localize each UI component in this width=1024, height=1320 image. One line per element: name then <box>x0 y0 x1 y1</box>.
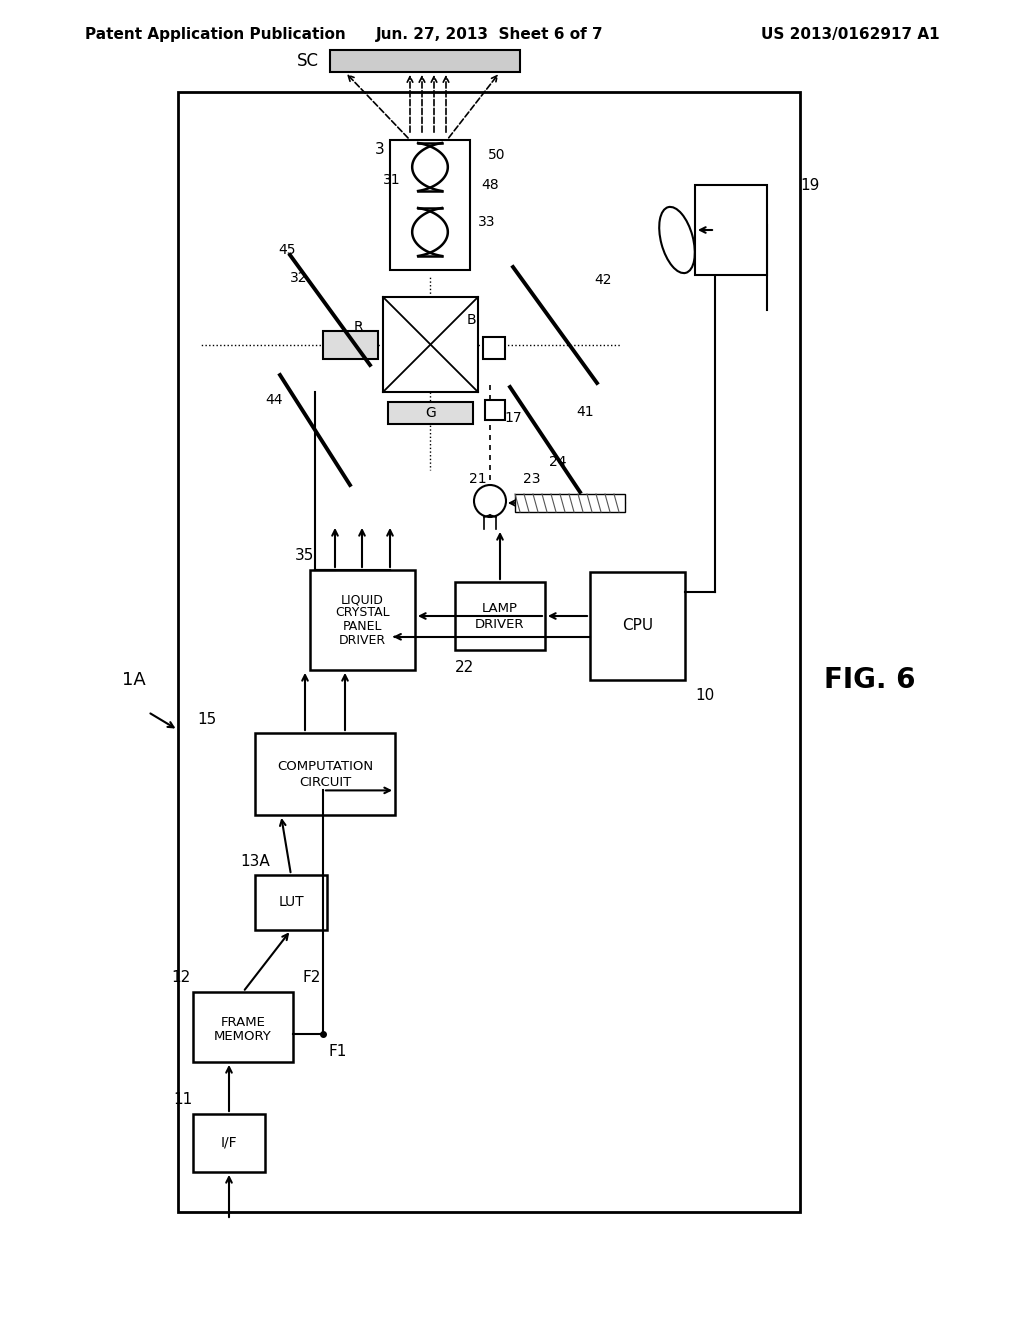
Text: 41: 41 <box>577 405 594 418</box>
Bar <box>390 140 470 271</box>
Text: F2: F2 <box>303 969 322 985</box>
Bar <box>310 570 415 671</box>
Bar <box>483 337 505 359</box>
Text: FIG. 6: FIG. 6 <box>824 667 915 694</box>
Bar <box>515 494 625 512</box>
Ellipse shape <box>659 207 695 273</box>
Text: 22: 22 <box>456 660 475 676</box>
Text: F1: F1 <box>329 1044 347 1060</box>
Bar <box>255 875 327 931</box>
Text: I/F: I/F <box>221 1137 238 1150</box>
Text: 45: 45 <box>278 243 296 257</box>
Text: MEMORY: MEMORY <box>214 1031 272 1044</box>
Bar <box>323 331 378 359</box>
Text: G: G <box>425 407 436 420</box>
Text: 3: 3 <box>375 143 385 157</box>
Bar <box>193 1114 265 1172</box>
Text: 19: 19 <box>801 177 819 193</box>
Text: R: R <box>353 319 362 334</box>
Bar <box>455 582 545 649</box>
Bar <box>193 993 293 1063</box>
Bar <box>485 400 505 420</box>
Text: DRIVER: DRIVER <box>339 634 386 647</box>
Text: LIQUID: LIQUID <box>341 594 384 606</box>
Text: 50: 50 <box>488 148 506 162</box>
Text: 35: 35 <box>295 549 314 564</box>
Text: Patent Application Publication: Patent Application Publication <box>85 28 346 42</box>
Text: Jun. 27, 2013  Sheet 6 of 7: Jun. 27, 2013 Sheet 6 of 7 <box>376 28 604 42</box>
Text: 44: 44 <box>265 393 283 407</box>
Text: 11: 11 <box>173 1093 193 1107</box>
Text: 32: 32 <box>290 271 307 285</box>
Text: 21: 21 <box>469 473 486 486</box>
Text: SC: SC <box>297 51 319 70</box>
Bar <box>255 733 395 814</box>
Text: 24: 24 <box>549 455 566 469</box>
Circle shape <box>474 484 506 517</box>
Text: 10: 10 <box>695 688 715 702</box>
Text: COMPUTATION: COMPUTATION <box>276 759 373 772</box>
Text: 33: 33 <box>478 215 496 228</box>
Text: 12: 12 <box>171 970 190 986</box>
Text: CPU: CPU <box>622 619 653 634</box>
Text: LAMP: LAMP <box>482 602 518 615</box>
Text: B: B <box>466 313 476 327</box>
Text: CRYSTAL: CRYSTAL <box>335 606 390 619</box>
Text: CIRCUIT: CIRCUIT <box>299 776 351 788</box>
Text: LUT: LUT <box>279 895 304 909</box>
Text: 15: 15 <box>197 711 216 726</box>
Text: 31: 31 <box>383 173 400 187</box>
Text: 17: 17 <box>504 411 522 425</box>
Bar <box>388 403 473 424</box>
Text: FRAME: FRAME <box>220 1015 265 1028</box>
Bar <box>383 297 478 392</box>
Text: 42: 42 <box>594 273 611 286</box>
Text: 1A: 1A <box>122 671 146 689</box>
Text: 48: 48 <box>481 178 499 191</box>
Bar <box>330 50 520 73</box>
Bar <box>178 92 800 1212</box>
Text: US 2013/0162917 A1: US 2013/0162917 A1 <box>762 28 940 42</box>
Bar <box>695 185 767 275</box>
Text: PANEL: PANEL <box>343 620 382 634</box>
Text: DRIVER: DRIVER <box>475 618 524 631</box>
Text: 13A: 13A <box>240 854 269 869</box>
Bar <box>590 572 685 680</box>
Text: 23: 23 <box>523 473 541 486</box>
